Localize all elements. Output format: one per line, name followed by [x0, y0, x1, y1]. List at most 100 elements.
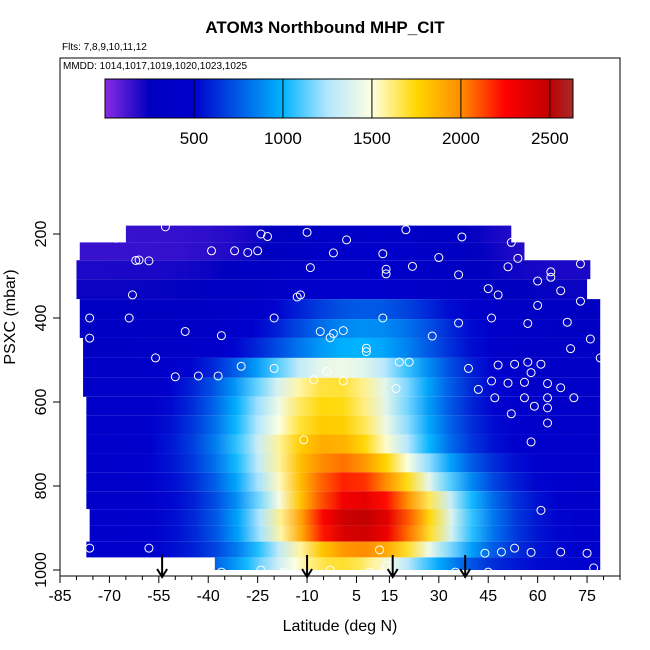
- x-tick-label: 45: [479, 588, 497, 605]
- heatmap-band: [76, 279, 588, 300]
- colorbar: 500 1000 1500 2000 2500: [104, 78, 574, 148]
- sample-point: [487, 376, 497, 386]
- x-tick-label: -40: [197, 588, 220, 605]
- sample-point: [151, 353, 161, 363]
- sample-point: [480, 548, 490, 558]
- sample-point: [381, 561, 391, 571]
- heatmap-band: [86, 491, 601, 510]
- sample-point: [506, 409, 516, 419]
- colorbar-tick-label: 2500: [531, 129, 569, 148]
- sample-point: [328, 248, 338, 258]
- sample-point: [216, 331, 226, 341]
- heatmap-band: [86, 434, 601, 454]
- sample-point: [361, 347, 371, 357]
- x-tick-label: -10: [295, 588, 318, 605]
- sample-point: [253, 246, 263, 256]
- heatmap-layer: [76, 225, 601, 570]
- sample-point: [180, 326, 190, 336]
- x-axis: -85 -70 -55 -40 -25 -10 5 15 30 45 60 75: [48, 576, 621, 605]
- heatmap-band: [79, 242, 525, 261]
- sample-point: [546, 267, 556, 277]
- sample-point: [582, 548, 592, 558]
- sample-point: [457, 232, 467, 242]
- x-tick-label: 30: [430, 588, 448, 605]
- sample-point: [144, 256, 154, 266]
- sample-point: [381, 264, 391, 274]
- sample-point: [378, 249, 388, 259]
- sample-point: [325, 565, 335, 575]
- sample-point: [454, 318, 464, 328]
- sample-point: [322, 366, 332, 376]
- sample-point: [58, 282, 68, 292]
- sample-point: [124, 313, 134, 323]
- heatmap-band: [86, 396, 601, 416]
- sample-point: [490, 393, 500, 403]
- sample-point: [543, 418, 553, 428]
- x-tick-label: -70: [98, 588, 121, 605]
- sample-point: [299, 435, 309, 445]
- x-tick-label: 60: [529, 588, 547, 605]
- sample-point: [256, 229, 266, 239]
- flights-label: Flts: 7,8,9,10,11,12: [62, 42, 147, 53]
- sample-point: [325, 333, 335, 343]
- sample-point: [463, 363, 473, 373]
- sample-point: [378, 313, 388, 323]
- sample-point: [543, 393, 553, 403]
- heatmap-band: [86, 415, 601, 435]
- heatmap-band: [83, 337, 601, 358]
- sample-point: [207, 246, 217, 256]
- heatmap-band: [86, 541, 601, 558]
- sample-point: [375, 545, 385, 555]
- x-tick-label: 5: [352, 588, 361, 605]
- sample-point: [487, 313, 497, 323]
- sample-point: [510, 543, 520, 553]
- sample-point: [292, 292, 302, 302]
- heatmap-band: [83, 357, 601, 378]
- sample-point: [427, 331, 437, 341]
- colorbar-tick-label: 1000: [264, 129, 302, 148]
- sample-point: [493, 290, 503, 300]
- x-tick-label: -85: [48, 588, 71, 605]
- x-axis-label: Latitude (deg N): [283, 618, 398, 635]
- sample-point: [230, 246, 240, 256]
- sample-point: [127, 290, 137, 300]
- sample-point: [506, 237, 516, 247]
- sample-point: [533, 276, 543, 286]
- sample-point: [483, 284, 493, 294]
- sample-point: [503, 378, 513, 388]
- sample-point: [361, 343, 371, 353]
- sample-point: [111, 233, 121, 243]
- sample-point: [546, 272, 556, 282]
- sample-point: [493, 360, 503, 370]
- heatmap-band: [214, 557, 601, 570]
- sample-point: [68, 234, 78, 244]
- sample-point: [519, 393, 529, 403]
- sample-point: [556, 547, 566, 557]
- sample-point: [342, 235, 352, 245]
- sample-point: [391, 384, 401, 394]
- heatmap-band: [86, 453, 601, 473]
- sample-point: [236, 361, 246, 371]
- sample-point: [407, 261, 417, 271]
- x-tick-label: -25: [246, 588, 269, 605]
- heatmap-band: [79, 299, 601, 320]
- sample-point: [263, 232, 273, 242]
- sample-point: [454, 270, 464, 280]
- sample-point: [536, 359, 546, 369]
- sample-point: [543, 403, 553, 413]
- y-tick-label: 1000: [33, 552, 50, 588]
- x-tick-label: 15: [381, 588, 399, 605]
- sample-point: [309, 375, 319, 385]
- sample-point: [160, 222, 170, 232]
- sample-point: [256, 565, 266, 575]
- sample-point: [533, 300, 543, 310]
- heatmap-band: [86, 472, 601, 492]
- sample-point: [85, 543, 95, 553]
- sample-point: [401, 225, 411, 235]
- sample-point: [589, 563, 599, 573]
- sample-point: [585, 334, 595, 344]
- colorbar-tick-label: 1500: [353, 129, 391, 148]
- dates-label: MMDD: 1014,1017,1019,1020,1023,1025: [63, 61, 248, 72]
- heatmap-band: [76, 260, 591, 280]
- sample-point: [394, 357, 404, 367]
